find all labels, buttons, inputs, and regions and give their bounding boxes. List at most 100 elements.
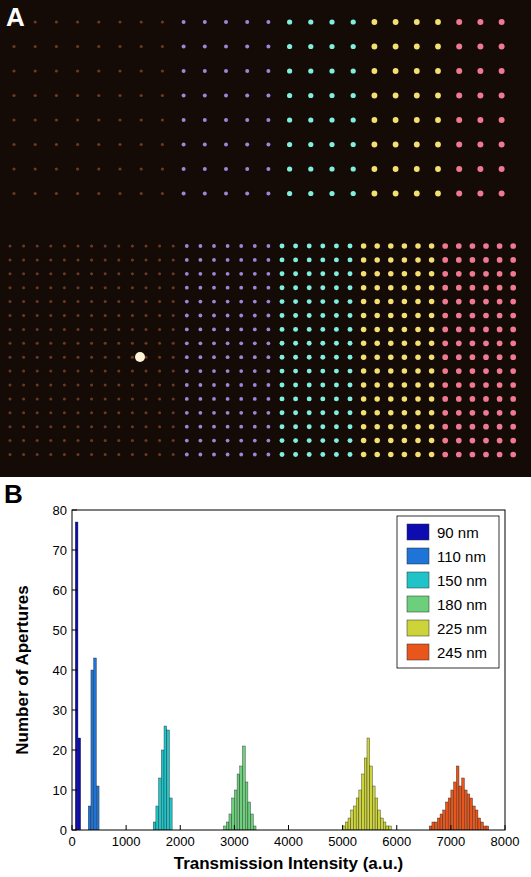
aperture-dot xyxy=(140,118,143,121)
histogram-bar xyxy=(440,814,443,830)
aperture-dot xyxy=(212,258,216,262)
aperture-dot xyxy=(483,257,489,263)
aperture-dot xyxy=(497,410,503,416)
aperture-dot xyxy=(477,93,483,99)
aperture-dot xyxy=(144,300,147,303)
aperture-dot xyxy=(361,410,367,416)
y-tick xyxy=(72,790,77,791)
aperture-dot xyxy=(442,438,448,444)
aperture-dot xyxy=(76,439,79,442)
aperture-dot xyxy=(429,327,435,333)
aperture-dot xyxy=(374,327,380,333)
aperture-dot xyxy=(334,327,339,332)
aperture-dot xyxy=(414,117,420,123)
aperture-dot xyxy=(497,313,503,319)
aperture-dot xyxy=(212,369,216,373)
aperture-dot xyxy=(22,328,25,331)
x-tick-label: 4000 xyxy=(274,834,303,849)
x-tick xyxy=(126,825,127,830)
aperture-dot xyxy=(76,167,79,170)
aperture-dot xyxy=(320,244,325,249)
aperture-dot xyxy=(415,243,421,249)
aperture-dot xyxy=(253,341,257,345)
aperture-dot xyxy=(76,143,79,146)
histogram-bar xyxy=(91,670,94,830)
aperture-dot xyxy=(36,397,39,400)
aperture-dot xyxy=(267,328,271,332)
aperture-dot xyxy=(63,453,66,456)
aperture-dot xyxy=(63,286,66,289)
aperture-dot xyxy=(63,328,66,331)
aperture-dot xyxy=(470,285,476,291)
aperture-dot xyxy=(402,438,408,444)
histogram-bar xyxy=(370,766,373,830)
aperture-dot xyxy=(203,94,207,98)
aperture-dot xyxy=(477,166,483,172)
aperture-dot xyxy=(158,453,161,456)
aperture-dot xyxy=(442,257,448,263)
aperture-dot xyxy=(470,271,476,277)
aperture-dot xyxy=(510,438,516,444)
aperture-dot xyxy=(199,355,203,359)
aperture-dot xyxy=(320,257,325,262)
aperture-dot xyxy=(307,327,312,332)
aperture-dot xyxy=(388,382,394,388)
aperture-dot xyxy=(287,142,292,147)
aperture-dot xyxy=(140,20,143,23)
histogram-bar xyxy=(153,822,156,830)
aperture-dot xyxy=(374,299,380,305)
aperture-dot xyxy=(8,411,11,414)
aperture-dot xyxy=(372,117,378,123)
legend-swatch xyxy=(407,572,429,588)
aperture-dot xyxy=(415,452,421,458)
aperture-dot xyxy=(308,93,313,98)
aperture-dot xyxy=(267,383,271,387)
aperture-dot xyxy=(199,341,203,345)
aperture-dot xyxy=(266,20,270,24)
aperture-dot xyxy=(361,424,367,430)
y-tick-label: 30 xyxy=(53,703,67,718)
aperture-dot xyxy=(199,453,203,457)
aperture-dot xyxy=(442,271,448,277)
aperture-dot xyxy=(224,20,228,24)
aperture-dot xyxy=(226,453,230,457)
plot-frame xyxy=(72,510,505,830)
aperture-dot xyxy=(351,142,356,147)
aperture-dot xyxy=(510,424,516,430)
aperture-dot xyxy=(388,313,394,319)
aperture-dot xyxy=(49,383,52,386)
aperture-dot xyxy=(388,424,394,430)
histogram-bar xyxy=(481,822,484,830)
aperture-dot xyxy=(22,342,25,345)
aperture-dot xyxy=(118,192,121,195)
aperture-dot xyxy=(63,356,66,359)
aperture-dot xyxy=(117,286,120,289)
aperture-dot xyxy=(161,94,164,97)
aperture-dot xyxy=(483,452,489,458)
aperture-dot xyxy=(131,411,134,414)
histogram-bar xyxy=(94,658,97,830)
aperture-dot xyxy=(104,300,107,303)
aperture-dot xyxy=(497,257,503,263)
aperture-dot xyxy=(374,396,380,402)
aperture-dot xyxy=(253,439,257,443)
aperture-dot xyxy=(280,424,285,429)
aperture-dot xyxy=(497,424,503,430)
aperture-dot xyxy=(8,383,11,386)
aperture-dot xyxy=(334,383,339,388)
aperture-dot xyxy=(470,452,476,458)
aperture-dot xyxy=(477,68,483,74)
aperture-dot xyxy=(374,341,380,347)
aperture-dot xyxy=(388,285,394,291)
aperture-dot xyxy=(470,313,476,319)
aperture-dot xyxy=(266,118,270,122)
aperture-dot xyxy=(280,244,285,249)
aperture-dot xyxy=(12,45,15,48)
aperture-dot xyxy=(185,286,189,290)
aperture-dot xyxy=(34,118,37,121)
aperture-dot xyxy=(320,327,325,332)
aperture-dot xyxy=(348,369,353,374)
aperture-dot xyxy=(293,257,298,262)
aperture-dot xyxy=(117,370,120,373)
aperture-dot xyxy=(280,383,285,388)
